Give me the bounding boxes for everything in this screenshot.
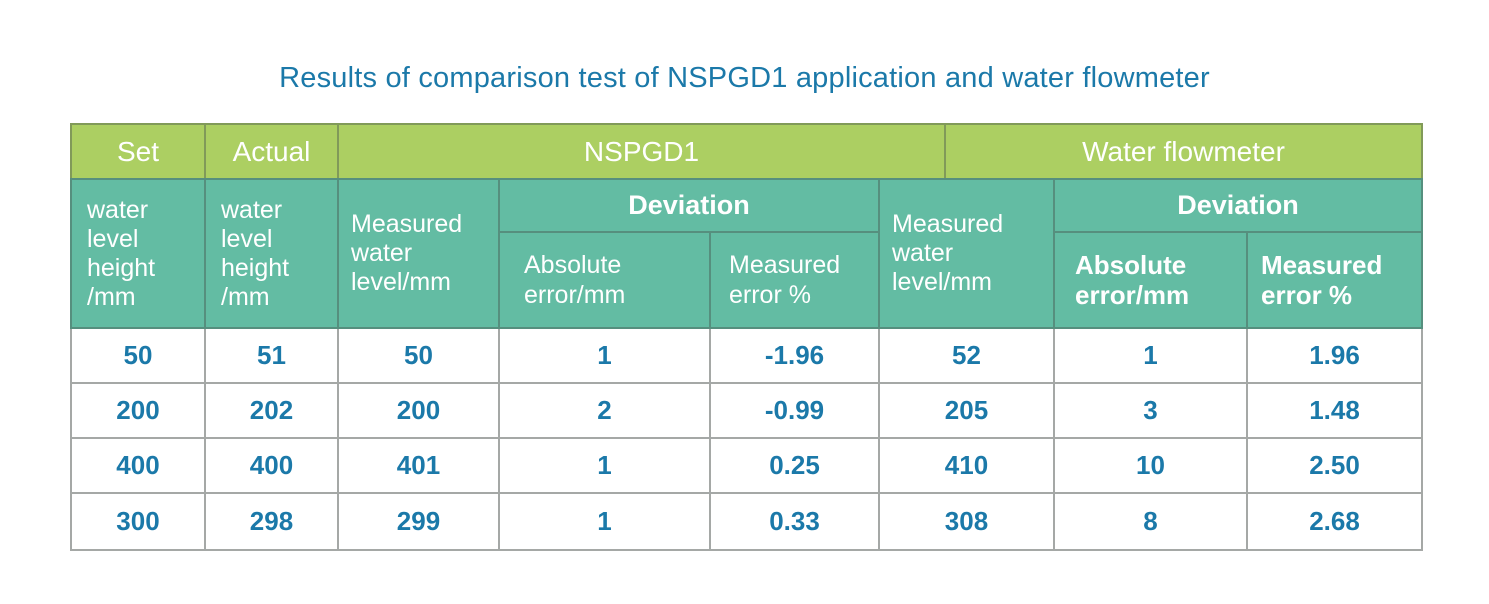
header-flowmeter-measured-water-level: Measured water level/mm — [880, 180, 1055, 327]
table-cell: 2.50 — [1309, 450, 1360, 480]
table-row: 200 202 200 2 -0.99 205 3 1.48 — [72, 384, 1421, 439]
table-cell: 1 — [500, 494, 711, 549]
table-cell: 52 — [880, 329, 1055, 382]
table-cell: 0.33 — [711, 494, 880, 549]
table-cell: 401 — [339, 439, 500, 492]
header-nspgd1: NSPGD1 — [339, 125, 946, 178]
header-water-flowmeter: Water flowmeter — [1082, 135, 1285, 167]
table-cell: 200 — [72, 384, 206, 437]
table-body: 50 51 50 1 -1.96 52 1 1.96 200 202 200 2 -0.99 205 3 1.… — [70, 329, 1423, 551]
table-row: 300 298 299 1 0.33 308 8 2.68 — [72, 494, 1421, 549]
table-cell: 410 — [880, 439, 1055, 492]
table-row: 50 51 50 1 -1.96 52 1 1.96 — [72, 329, 1421, 384]
table-cell: 3 — [1055, 384, 1248, 437]
header-flowmeter-deviation: Deviation — [1055, 180, 1421, 233]
table-cell: 299 — [339, 494, 500, 549]
table-sub-header-row: water level height /mm water level heigh… — [70, 178, 1423, 329]
table-cell: 0.25 — [711, 439, 880, 492]
header-flowmeter-absolute-error: Absolute error/mm — [1055, 233, 1248, 327]
table-cell: 8 — [1055, 494, 1248, 549]
table-cell: 200 — [339, 384, 500, 437]
table-cell: 308 — [880, 494, 1055, 549]
table-cell: 1.96 — [1309, 340, 1360, 370]
header-nspgd1-absolute-error: Absolute error/mm — [500, 233, 711, 327]
table-cell: 10 — [1055, 439, 1248, 492]
table-cell: 2 — [500, 384, 711, 437]
table-cell: 50 — [339, 329, 500, 382]
comparison-table: Set Actual NSPGD1 Water flowmeter water … — [70, 123, 1423, 551]
header-nspgd1-measured-error: Measured error % — [711, 233, 880, 327]
table-cell: 298 — [206, 494, 339, 549]
table-cell: 1 — [1055, 329, 1248, 382]
header-actual-water-level-height: water level height /mm — [206, 180, 339, 327]
header-set-water-level-height: water level height /mm — [72, 180, 206, 327]
table-cell: 51 — [206, 329, 339, 382]
table-row: 400 400 401 1 0.25 410 10 2.50 — [72, 439, 1421, 494]
table-cell: -1.96 — [711, 329, 880, 382]
header-set: Set — [72, 125, 206, 178]
table-cell: -0.99 — [711, 384, 880, 437]
table-cell: 400 — [72, 439, 206, 492]
table-cell: 2.68 — [1309, 506, 1360, 536]
header-nspgd1-measured-water-level: Measured water level/mm — [339, 180, 500, 327]
table-cell: 205 — [880, 384, 1055, 437]
table-cell: 400 — [206, 439, 339, 492]
table-cell: 1 — [500, 439, 711, 492]
table-cell: 1.48 — [1309, 395, 1360, 425]
table-top-header-row: Set Actual NSPGD1 Water flowmeter — [70, 123, 1423, 178]
header-flowmeter-measured-error: Measured error % — [1261, 250, 1383, 310]
table-cell: 300 — [72, 494, 206, 549]
page-title: Results of comparison test of NSPGD1 app… — [279, 62, 1210, 94]
header-actual: Actual — [206, 125, 339, 178]
header-nspgd1-deviation: Deviation — [500, 180, 880, 233]
table-cell: 50 — [72, 329, 206, 382]
table-cell: 202 — [206, 384, 339, 437]
table-cell: 1 — [500, 329, 711, 382]
